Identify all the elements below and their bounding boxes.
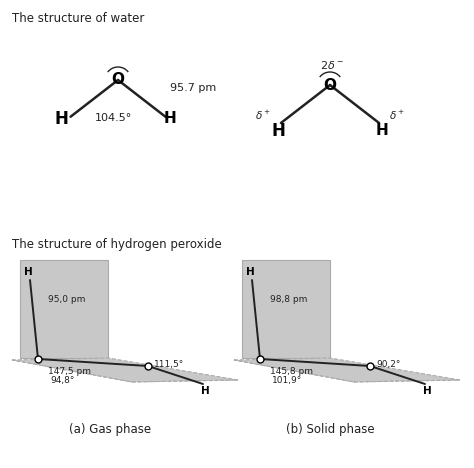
Text: 147,5 pm: 147,5 pm (48, 366, 91, 375)
Text: 111,5°: 111,5° (154, 359, 184, 368)
Text: (a) Gas phase: (a) Gas phase (69, 424, 151, 437)
Text: H: H (376, 124, 388, 139)
Text: $2\delta^-$: $2\delta^-$ (320, 59, 344, 71)
Text: 95.7 pm: 95.7 pm (170, 83, 216, 93)
Text: O: O (323, 78, 337, 93)
Text: H: H (24, 267, 32, 277)
Text: 145,8 pm: 145,8 pm (270, 366, 313, 375)
Text: 104.5°: 104.5° (94, 113, 132, 123)
Text: 95,0 pm: 95,0 pm (48, 295, 85, 305)
Text: H: H (164, 111, 177, 126)
Text: H: H (423, 386, 431, 396)
Text: The structure of hydrogen peroxide: The structure of hydrogen peroxide (12, 238, 222, 251)
Text: H: H (246, 267, 255, 277)
Text: H: H (201, 386, 210, 396)
Text: $\delta^+$: $\delta^+$ (255, 109, 271, 122)
Polygon shape (234, 358, 460, 382)
Text: H: H (55, 110, 69, 128)
Polygon shape (12, 358, 238, 382)
Text: 94,8°: 94,8° (50, 376, 74, 386)
Text: 101,9°: 101,9° (272, 376, 302, 386)
Text: (b) Solid phase: (b) Solid phase (286, 424, 374, 437)
Text: The structure of water: The structure of water (12, 12, 145, 25)
Polygon shape (242, 260, 330, 358)
Text: 98,8 pm: 98,8 pm (270, 295, 307, 305)
Text: 90,2°: 90,2° (376, 359, 401, 368)
Polygon shape (20, 260, 108, 358)
Text: O: O (111, 73, 125, 88)
Text: H: H (271, 122, 285, 140)
Text: $\delta^+$: $\delta^+$ (389, 109, 405, 122)
